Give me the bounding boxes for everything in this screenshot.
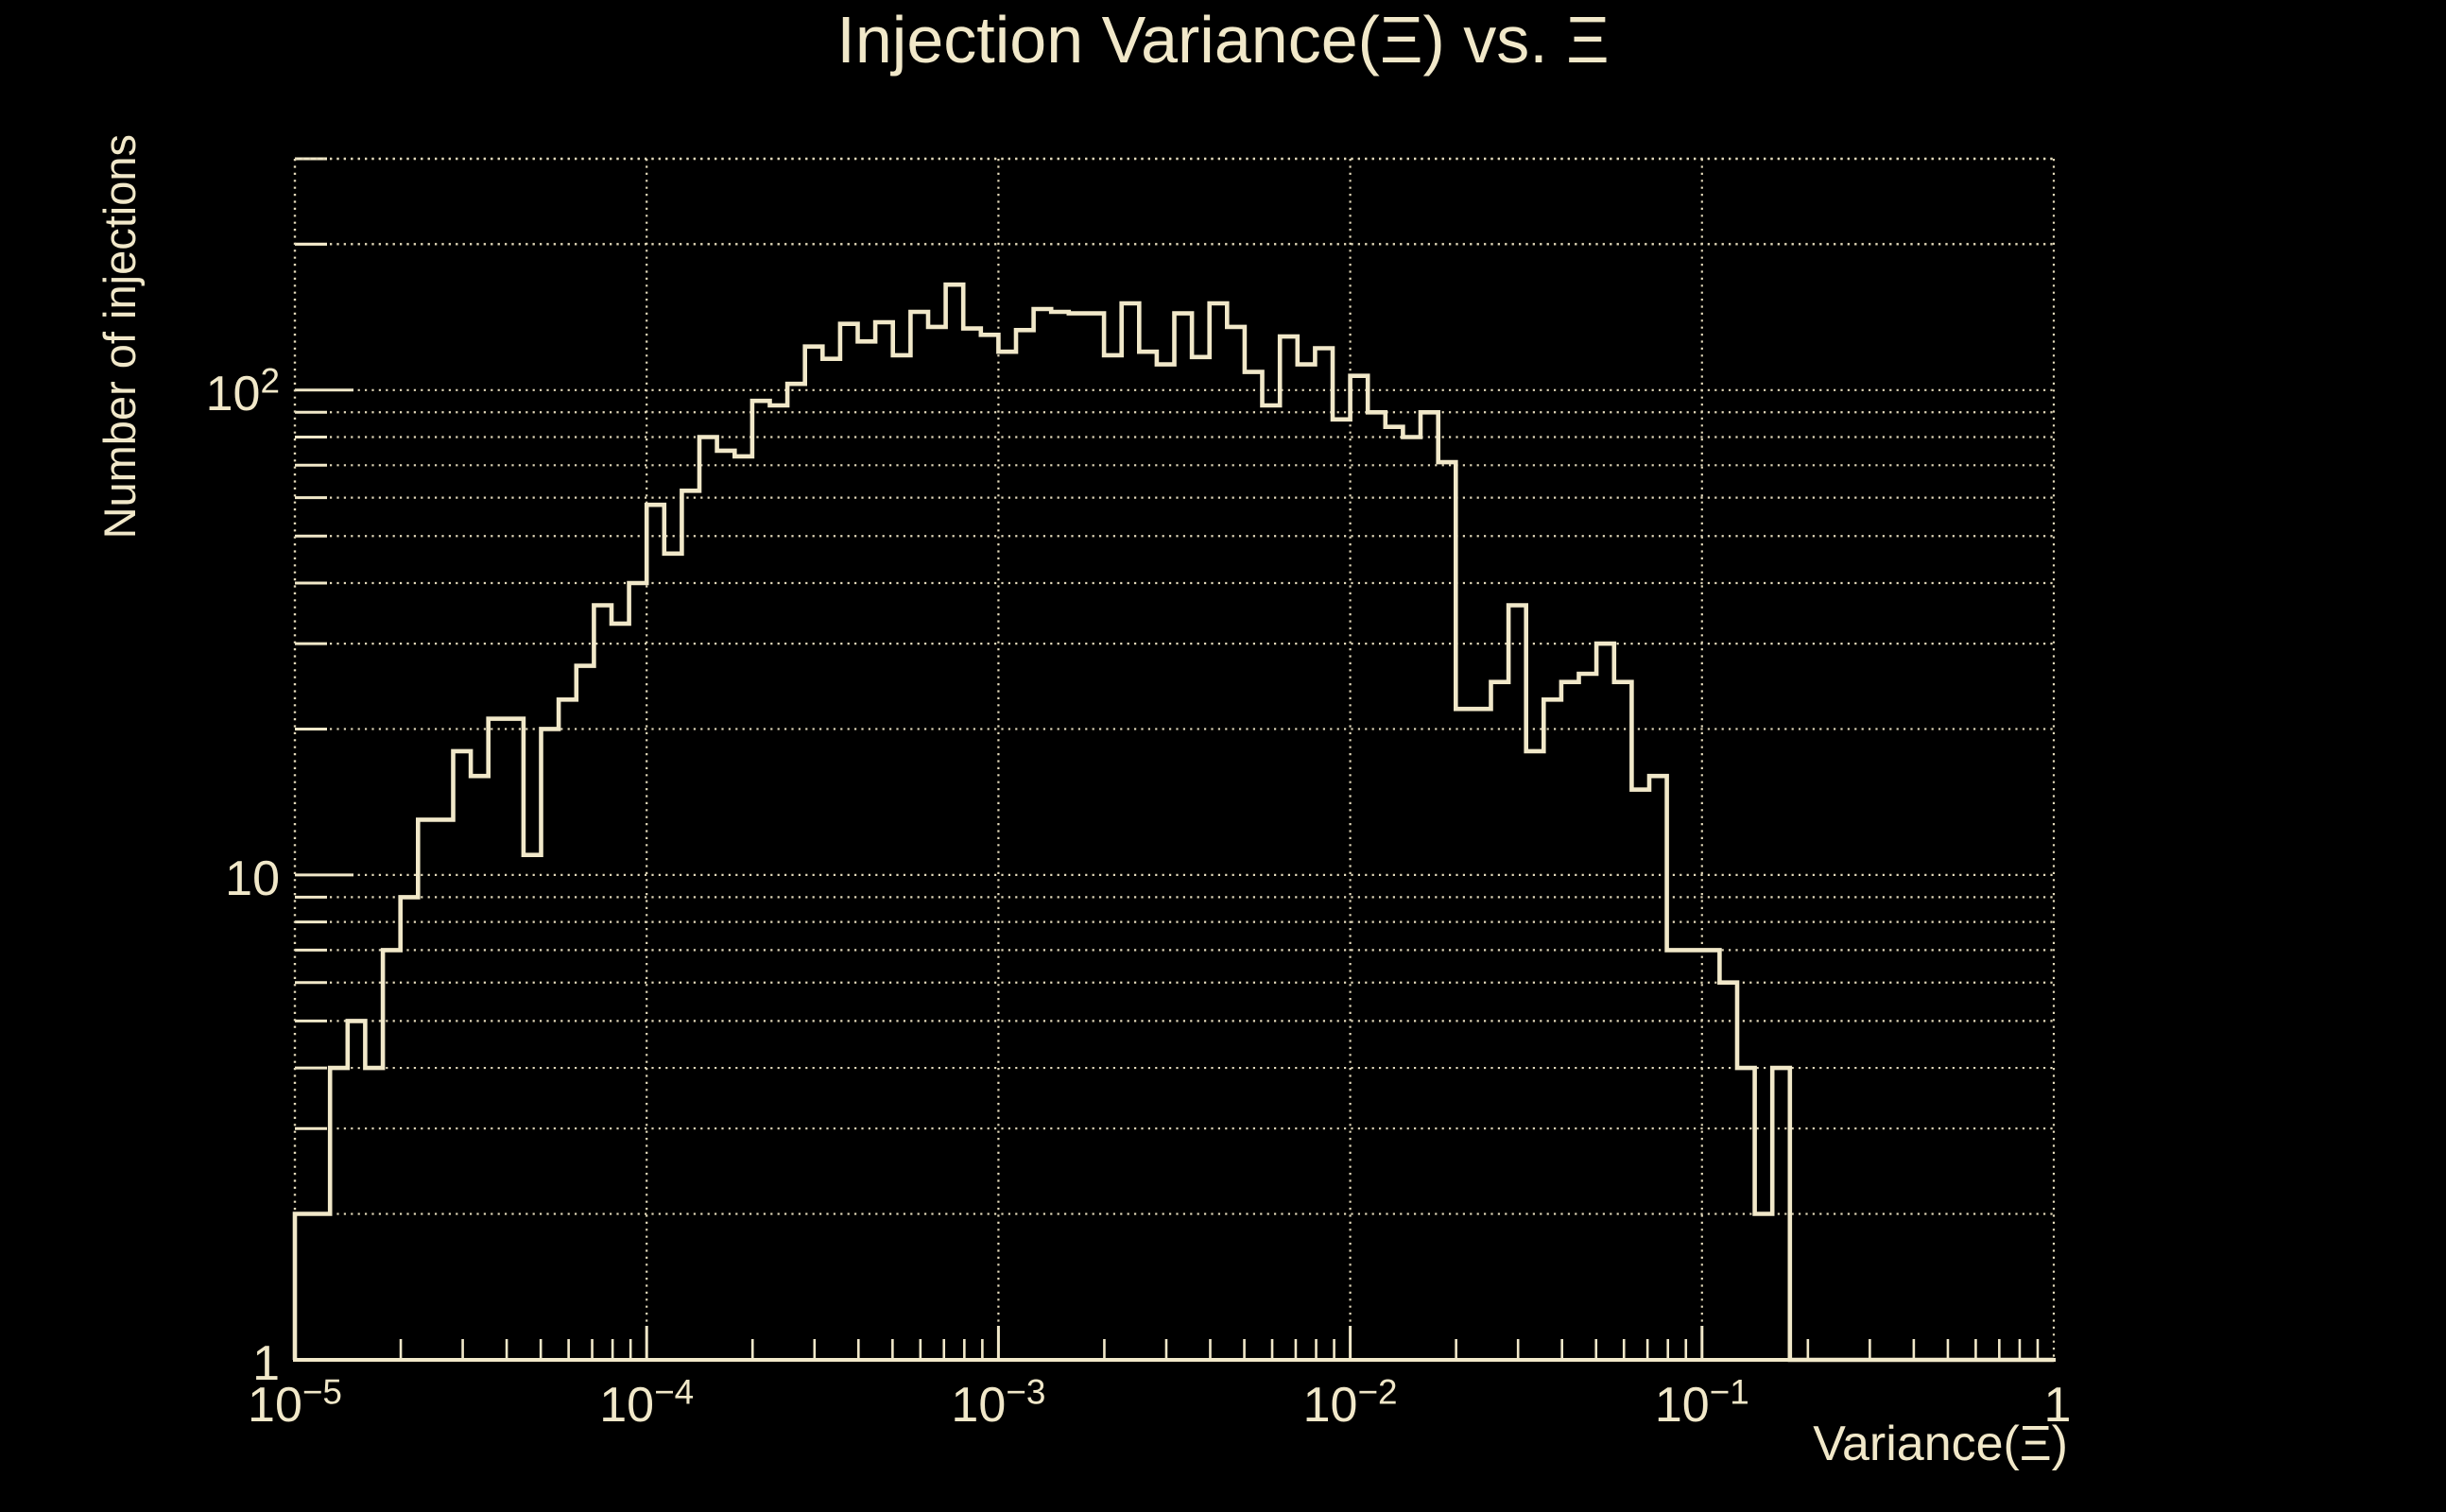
tick-exponent: 2 [260, 361, 280, 401]
x-tick-label-0.0001: 10−4 [599, 1372, 695, 1433]
x-tick-label-0.00001: 10−5 [248, 1372, 342, 1433]
x-tick-label-0.1: 10−1 [1654, 1372, 1749, 1433]
x-tick-label-0.001: 10−3 [951, 1372, 1046, 1433]
x-axis-title: Variance(Ξ) [1813, 1417, 2068, 1471]
y-tick-label-1: 1 [252, 1336, 280, 1391]
histogram-line [292, 282, 2054, 1363]
tick-exponent: −1 [1709, 1372, 1749, 1412]
x-tick-label-1: 1 [2043, 1378, 2072, 1433]
y-axis-title: Number of injections [95, 134, 145, 540]
tick-exponent: −2 [1357, 1372, 1398, 1412]
tick-exponent: −5 [301, 1372, 342, 1412]
tick-exponent: −4 [654, 1372, 695, 1412]
chart-title: Injection Variance(Ξ) vs. Ξ [836, 3, 1610, 77]
y-tick-label-100: 102 [205, 361, 280, 421]
tick-exponent: −3 [1006, 1372, 1046, 1412]
x-tick-label-0.01: 10−2 [1302, 1372, 1398, 1433]
y-tick-label-10: 10 [225, 850, 280, 906]
